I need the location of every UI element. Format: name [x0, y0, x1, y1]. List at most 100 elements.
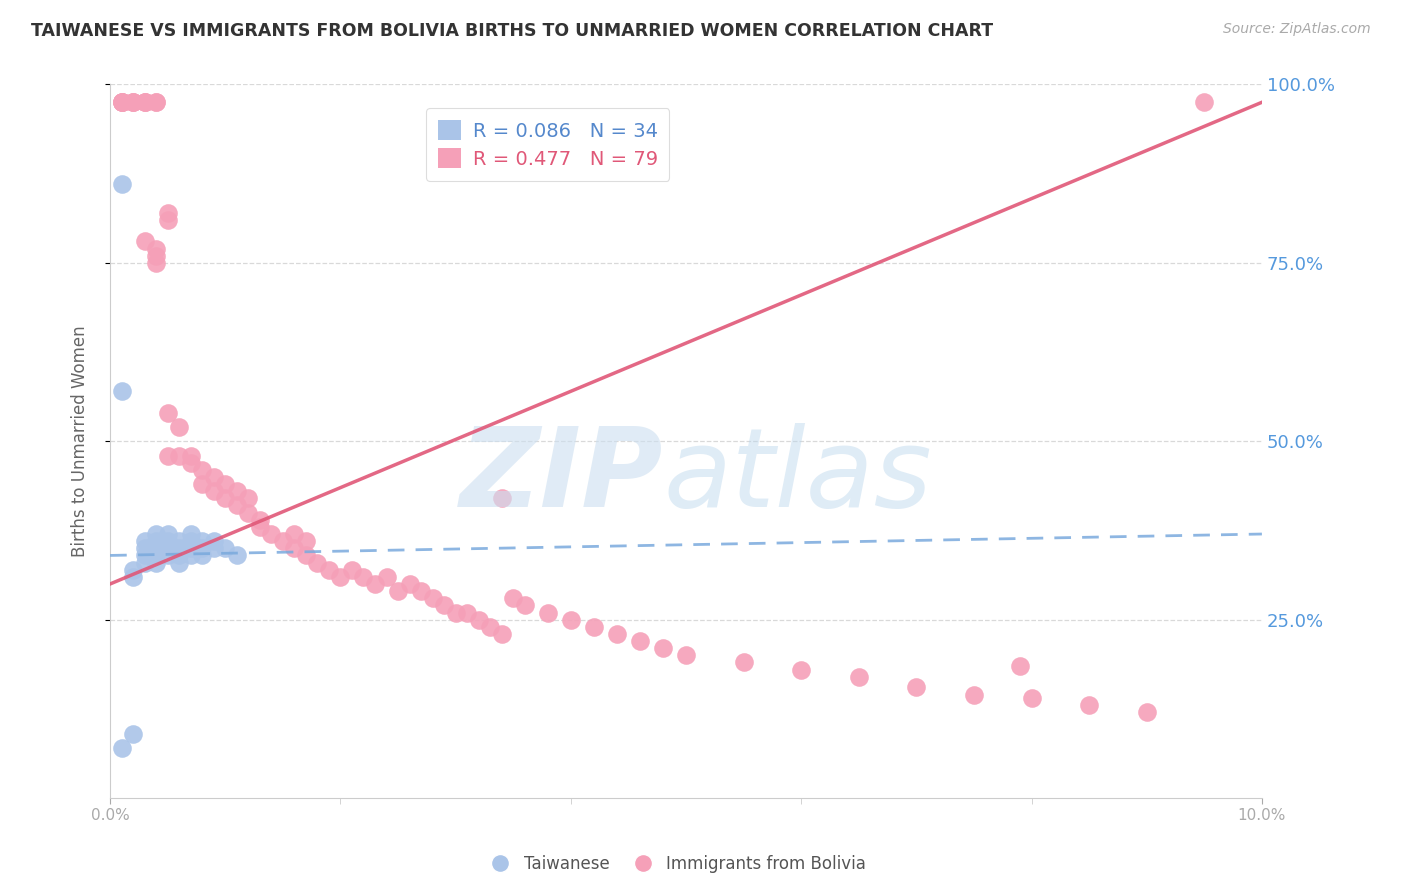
- Point: [963, 688, 986, 702]
- Point: [329, 570, 352, 584]
- Point: [225, 484, 247, 499]
- Point: [214, 541, 236, 556]
- Point: [134, 549, 156, 563]
- Point: [145, 249, 167, 263]
- Text: ZIP: ZIP: [460, 424, 664, 531]
- Point: [238, 506, 260, 520]
- Point: [145, 95, 167, 110]
- Text: atlas: atlas: [664, 424, 932, 531]
- Point: [502, 591, 524, 606]
- Point: [122, 95, 145, 110]
- Point: [202, 534, 225, 549]
- Point: [238, 491, 260, 506]
- Point: [1078, 698, 1101, 713]
- Point: [134, 95, 156, 110]
- Point: [202, 484, 225, 499]
- Point: [134, 556, 156, 570]
- Point: [110, 95, 132, 110]
- Point: [905, 681, 928, 695]
- Point: [191, 477, 214, 491]
- Point: [145, 549, 167, 563]
- Point: [122, 563, 145, 577]
- Point: [156, 206, 179, 220]
- Point: [295, 534, 318, 549]
- Point: [145, 242, 167, 256]
- Point: [145, 527, 167, 541]
- Point: [214, 491, 236, 506]
- Point: [260, 527, 283, 541]
- Point: [134, 534, 156, 549]
- Legend: Taiwanese, Immigrants from Bolivia: Taiwanese, Immigrants from Bolivia: [477, 848, 873, 880]
- Point: [479, 620, 502, 634]
- Point: [122, 95, 145, 110]
- Point: [167, 420, 190, 434]
- Point: [145, 556, 167, 570]
- Point: [180, 527, 202, 541]
- Point: [628, 634, 651, 648]
- Point: [110, 741, 132, 756]
- Point: [398, 577, 420, 591]
- Point: [180, 456, 202, 470]
- Point: [145, 95, 167, 110]
- Point: [409, 584, 432, 599]
- Point: [491, 491, 513, 506]
- Point: [134, 95, 156, 110]
- Point: [122, 727, 145, 741]
- Point: [156, 213, 179, 227]
- Point: [560, 613, 582, 627]
- Point: [467, 613, 489, 627]
- Point: [1021, 691, 1043, 706]
- Point: [180, 549, 202, 563]
- Point: [433, 599, 456, 613]
- Point: [156, 527, 179, 541]
- Point: [1136, 706, 1159, 720]
- Point: [1008, 659, 1031, 673]
- Point: [110, 95, 132, 110]
- Point: [652, 641, 675, 656]
- Point: [295, 549, 318, 563]
- Point: [167, 549, 190, 563]
- Point: [145, 534, 167, 549]
- Point: [156, 534, 179, 549]
- Point: [675, 648, 697, 663]
- Point: [110, 384, 132, 399]
- Point: [456, 606, 478, 620]
- Point: [340, 563, 363, 577]
- Point: [167, 556, 190, 570]
- Point: [145, 541, 167, 556]
- Point: [110, 178, 132, 192]
- Point: [364, 577, 387, 591]
- Point: [249, 520, 271, 534]
- Legend: R = 0.086   N = 34, R = 0.477   N = 79: R = 0.086 N = 34, R = 0.477 N = 79: [426, 109, 669, 180]
- Point: [191, 549, 214, 563]
- Point: [271, 534, 294, 549]
- Point: [214, 477, 236, 491]
- Point: [167, 534, 190, 549]
- Point: [582, 620, 605, 634]
- Point: [110, 95, 132, 110]
- Point: [375, 570, 398, 584]
- Point: [191, 534, 214, 549]
- Point: [444, 606, 467, 620]
- Point: [122, 570, 145, 584]
- Point: [848, 670, 870, 684]
- Point: [167, 541, 190, 556]
- Text: TAIWANESE VS IMMIGRANTS FROM BOLIVIA BIRTHS TO UNMARRIED WOMEN CORRELATION CHART: TAIWANESE VS IMMIGRANTS FROM BOLIVIA BIR…: [31, 22, 993, 40]
- Point: [180, 534, 202, 549]
- Point: [180, 449, 202, 463]
- Point: [1194, 95, 1216, 110]
- Point: [156, 541, 179, 556]
- Point: [134, 95, 156, 110]
- Point: [422, 591, 444, 606]
- Point: [156, 449, 179, 463]
- Point: [790, 663, 813, 677]
- Point: [283, 541, 305, 556]
- Point: [318, 563, 340, 577]
- Point: [202, 470, 225, 484]
- Point: [191, 541, 214, 556]
- Point: [134, 235, 156, 249]
- Point: [537, 606, 560, 620]
- Point: [156, 549, 179, 563]
- Point: [491, 627, 513, 641]
- Point: [353, 570, 375, 584]
